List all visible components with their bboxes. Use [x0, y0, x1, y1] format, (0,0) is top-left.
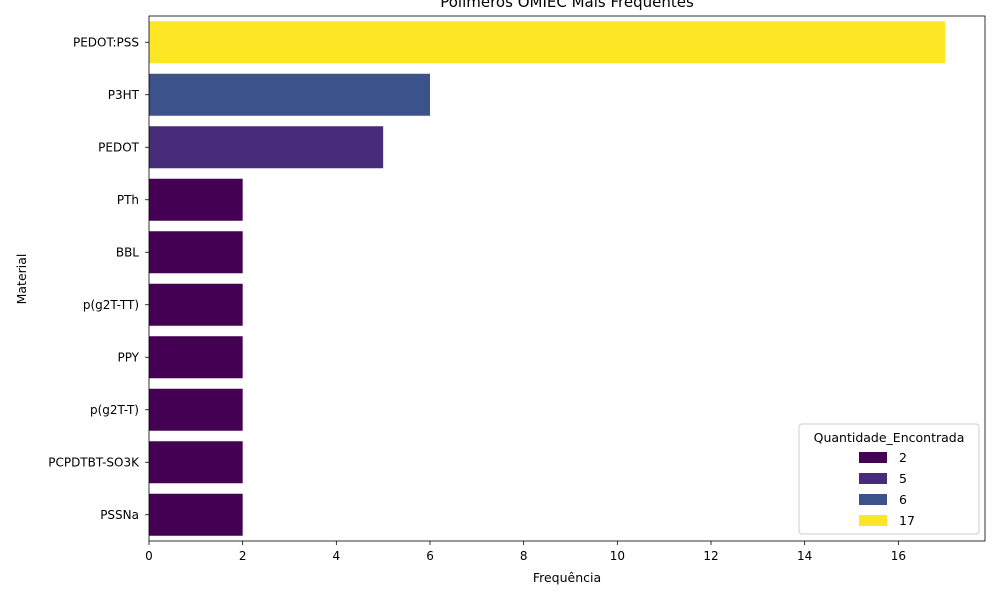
legend-swatch — [859, 515, 887, 526]
x-tick-label: 12 — [703, 549, 718, 563]
bar-0 — [149, 21, 946, 64]
legend-title: Quantidade_Encontrada — [814, 430, 965, 445]
y-tick-label: PEDOT:PSS — [73, 35, 139, 49]
y-tick-label: PSSNa — [100, 508, 139, 522]
x-tick-label: 4 — [333, 549, 341, 563]
bar-8 — [149, 441, 243, 484]
x-tick-label: 6 — [426, 549, 434, 563]
y-tick-label: p(g2T-T) — [90, 403, 139, 417]
y-tick-label: PPY — [117, 350, 139, 364]
x-tick-label: 16 — [891, 549, 906, 563]
bar-5 — [149, 283, 243, 326]
x-tick-label: 14 — [797, 549, 812, 563]
x-tick-label: 2 — [239, 549, 247, 563]
bar-2 — [149, 126, 384, 169]
legend-box — [798, 423, 980, 535]
y-axis-ticks: PEDOT:PSS P3HT PEDOT PTh BBL p(g2T-TT) PPY p(g2… — [48, 35, 149, 522]
bars-group — [149, 21, 946, 536]
bar-9 — [149, 493, 243, 536]
legend-swatch — [859, 473, 887, 484]
legend-entry-label: 5 — [899, 471, 907, 486]
y-tick-label: PEDOT — [98, 140, 140, 154]
x-tick-label: 8 — [520, 549, 528, 563]
y-tick-label: P3HT — [108, 88, 140, 102]
bar-6 — [149, 336, 243, 379]
x-tick-label: 10 — [610, 549, 625, 563]
legend-entry-label: 2 — [899, 450, 907, 465]
bar-7 — [149, 388, 243, 431]
legend: Quantidade_Encontrada 2 5 6 17 — [798, 423, 980, 535]
chart-title: Polímeros OMIEC Mais Frequentes — [440, 0, 694, 11]
bar-1 — [149, 73, 431, 116]
x-axis-ticks: 0 2 4 6 8 10 12 14 16 — [145, 541, 906, 563]
bar-3 — [149, 178, 243, 221]
plot-frame — [148, 15, 986, 542]
y-axis-label: Material — [14, 254, 29, 305]
bar-4 — [149, 231, 243, 274]
legend-entry-label: 17 — [899, 513, 915, 528]
x-tick-label: 0 — [145, 549, 153, 563]
x-axis-label: Frequência — [533, 570, 601, 585]
y-tick-label: PTh — [117, 193, 139, 207]
y-tick-label: p(g2T-TT) — [83, 298, 139, 312]
y-tick-label: BBL — [116, 245, 139, 259]
legend-swatch — [859, 452, 887, 463]
legend-entry-label: 6 — [899, 492, 907, 507]
y-tick-label: PCPDTBT-SO3K — [48, 455, 140, 469]
legend-swatch — [859, 494, 887, 505]
legend-entries: 2 5 6 17 — [859, 450, 915, 528]
axes-frame — [148, 15, 986, 542]
